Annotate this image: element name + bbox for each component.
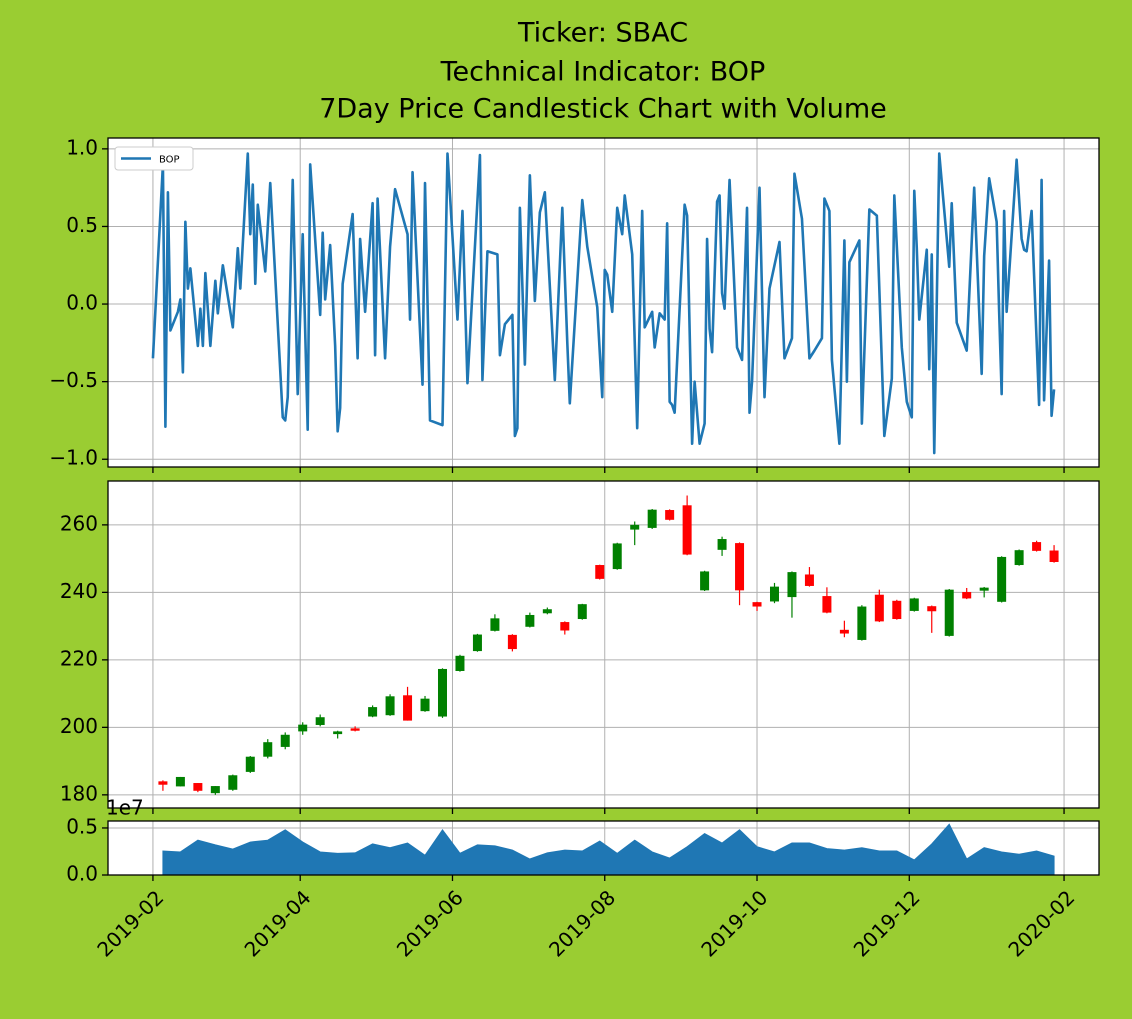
- axes-background: [108, 481, 1099, 808]
- legend-label: BOP: [159, 155, 180, 166]
- candle-body: [735, 543, 745, 591]
- candle-body: [647, 509, 657, 528]
- y-tick-label: 1.0: [66, 135, 98, 159]
- candle-body: [507, 634, 517, 650]
- candle-body: [769, 586, 779, 602]
- candle-body: [892, 600, 902, 620]
- candle-body: [193, 783, 203, 791]
- candle-body: [717, 539, 727, 550]
- candle-body: [280, 734, 290, 747]
- y-tick-label: 0.0: [66, 862, 98, 886]
- y-tick-label: −1.0: [49, 446, 98, 470]
- candle-body: [612, 543, 622, 570]
- candle-body: [839, 629, 849, 634]
- title-line: Ticker: SBAC: [517, 18, 688, 49]
- candle-body: [787, 572, 797, 598]
- candle-body: [333, 731, 343, 735]
- candle-body: [857, 606, 867, 640]
- y-tick-label: 0.5: [66, 814, 98, 838]
- candle-body: [1049, 550, 1059, 562]
- y-tick-label: 220: [60, 646, 98, 670]
- candle-body: [909, 598, 919, 611]
- candle-body: [490, 618, 500, 631]
- candle-body: [1032, 542, 1042, 551]
- y-tick-label: 0.0: [66, 291, 98, 315]
- candle-body: [595, 565, 605, 579]
- plot-area: [151, 152, 1056, 455]
- y-tick-label: 260: [60, 511, 98, 535]
- candle-body: [665, 510, 675, 520]
- candle-body: [245, 756, 255, 772]
- title-line: Technical Indicator: BOP: [440, 57, 766, 88]
- candle-body: [1014, 550, 1024, 566]
- y-tick-label: −0.5: [49, 368, 98, 392]
- candle-body: [804, 574, 814, 586]
- candle-body: [542, 609, 552, 614]
- candle-body: [630, 524, 640, 530]
- candle-body: [472, 634, 482, 652]
- candle-body: [298, 724, 308, 732]
- plot-area: [158, 495, 1059, 795]
- y-tick-label: 0.5: [66, 213, 98, 237]
- candle-body: [158, 781, 168, 785]
- offset-label: 1e7: [106, 796, 144, 820]
- candle-body: [874, 594, 884, 622]
- candle-body: [997, 556, 1007, 602]
- candle-body: [385, 696, 395, 716]
- candle-body: [350, 728, 360, 731]
- y-tick-label: 180: [60, 781, 98, 805]
- axes-frame: [107, 820, 1100, 876]
- candle-body: [437, 668, 447, 717]
- candle-body: [944, 589, 954, 636]
- candle-body: [577, 604, 587, 620]
- legend-box: [114, 146, 194, 171]
- candle-body: [263, 742, 273, 757]
- y-tick-label: 240: [60, 579, 98, 603]
- y-tick-label: 200: [60, 714, 98, 738]
- title-line: 7Day Price Candlestick Chart with Volume: [319, 94, 887, 125]
- candle-body: [560, 622, 570, 631]
- candle-body: [700, 571, 710, 591]
- candle-body: [210, 786, 220, 794]
- bop-line: [151, 152, 1056, 455]
- candle-body: [979, 587, 989, 591]
- candle-body: [752, 602, 762, 607]
- candle-body: [368, 707, 378, 717]
- candle-body: [228, 775, 238, 790]
- candle-body: [525, 614, 535, 627]
- candle-body: [420, 698, 430, 712]
- candle-body: [175, 776, 185, 787]
- candle-body: [927, 606, 937, 612]
- candle-body: [403, 695, 413, 721]
- axes-frame: [107, 480, 1100, 809]
- candle-body: [962, 592, 972, 599]
- candle-body: [315, 717, 325, 725]
- candle-body: [822, 596, 832, 613]
- plot-area: [162, 823, 1055, 875]
- volume-area: [162, 823, 1055, 875]
- axes-frame: [107, 137, 1100, 468]
- candle-body: [682, 505, 692, 555]
- candle-body: [455, 655, 465, 671]
